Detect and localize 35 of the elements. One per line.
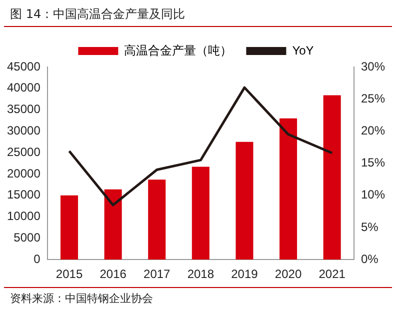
y2-tick-label: 5% <box>360 220 379 234</box>
y-tick-label: 20000 <box>6 166 41 180</box>
y-tick-label: 40000 <box>6 80 41 95</box>
legend-label: YoY <box>292 43 314 58</box>
text: 资料来源：中国特钢企业协会 <box>10 291 154 306</box>
y2-tick-label: 25% <box>360 91 386 106</box>
chart-title: 图 14：中国高温合金产量及同比 <box>4 0 392 27</box>
x-tick-label: 2018 <box>187 267 214 282</box>
bar <box>280 118 298 260</box>
y-tick-label: 45000 <box>6 59 41 74</box>
y-tick-label: 10000 <box>6 209 41 224</box>
bar <box>323 95 341 260</box>
bar <box>236 142 254 260</box>
y-tick-label: 30000 <box>6 124 41 138</box>
y2-tick-label: 20% <box>360 124 386 138</box>
y-tick-label: 0 <box>34 252 41 266</box>
y-tick-label: 25000 <box>6 144 41 159</box>
y2-tick-label: 15% <box>360 156 386 170</box>
bar <box>104 189 122 260</box>
bar <box>60 195 78 260</box>
y2-tick-label: 10% <box>360 188 386 202</box>
x-tick-label: 2015 <box>56 267 83 282</box>
x-tick-label: 2017 <box>144 267 171 282</box>
x-tick-label: 2016 <box>100 267 127 282</box>
x-tick-label: 2021 <box>318 267 346 282</box>
y-tick-label: 15000 <box>6 188 41 202</box>
y-tick-label: 5000 <box>14 230 41 245</box>
bar <box>192 166 210 260</box>
x-tick-label: 2020 <box>274 267 302 282</box>
y-tick-label: 35000 <box>6 102 41 116</box>
y2-tick-label: 0% <box>360 252 379 266</box>
bar <box>148 180 166 260</box>
x-tick-label: 2019 <box>231 267 258 282</box>
y2-tick-label: 30% <box>360 59 386 74</box>
legend-label: 高温合金产量（吨） <box>124 43 232 58</box>
